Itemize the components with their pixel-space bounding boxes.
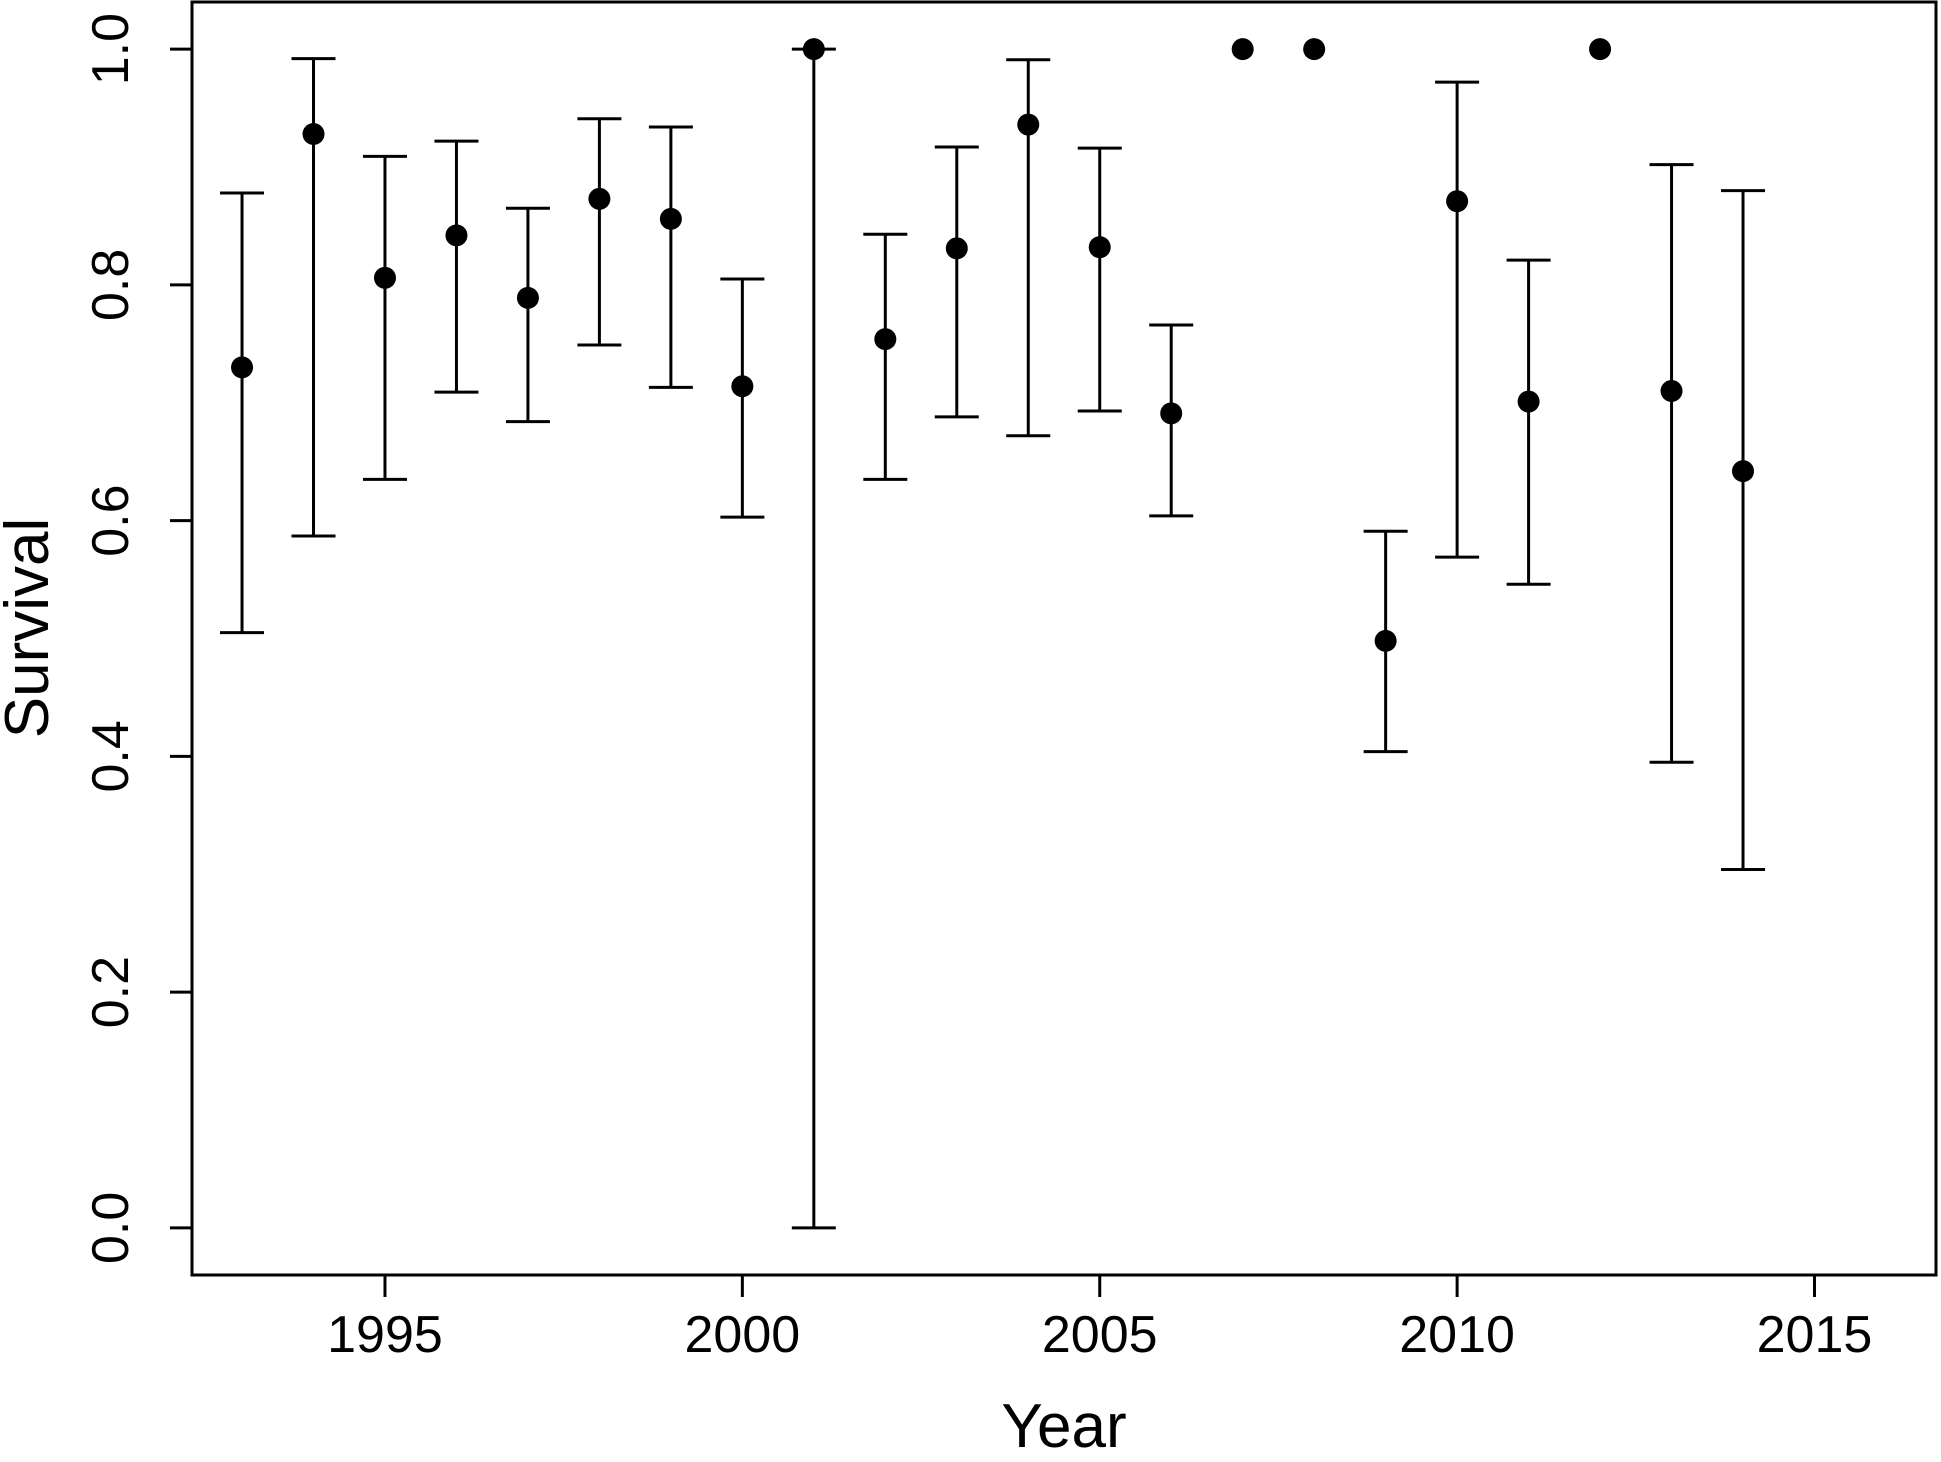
data-point — [1517, 390, 1540, 413]
x-axis-title: Year — [1001, 1392, 1126, 1461]
data-point — [731, 375, 754, 398]
data-point — [1732, 460, 1755, 483]
y-axis-title: Survival — [0, 518, 62, 739]
data-point — [1231, 38, 1254, 61]
data-point — [1160, 402, 1183, 425]
x-tick-label: 2000 — [685, 1306, 801, 1364]
data-point — [302, 123, 325, 146]
data-point — [373, 266, 396, 289]
plot-frame — [190, 0, 1938, 1277]
data-point — [1446, 190, 1469, 213]
y-tick-label: 1.0 — [82, 13, 140, 85]
y-tick-label: 0.8 — [82, 249, 140, 321]
data-point — [945, 237, 968, 260]
x-tick-label: 2010 — [1399, 1306, 1515, 1364]
data-point — [1088, 236, 1111, 259]
y-tick-label: 0.2 — [82, 956, 140, 1028]
data-point — [874, 328, 897, 351]
data-point — [1017, 113, 1040, 136]
data-point — [802, 38, 825, 61]
data-point — [1589, 38, 1612, 61]
y-tick-label: 0.4 — [82, 720, 140, 792]
data-point — [1660, 379, 1683, 402]
x-tick-label: 1995 — [327, 1306, 443, 1364]
data-points — [231, 38, 1755, 652]
data-point — [659, 207, 682, 230]
data-point — [588, 187, 611, 210]
data-point — [516, 286, 539, 309]
y-tick-label: 0.0 — [82, 1192, 140, 1264]
y-axis: 0.0 0.2 0.4 0.6 0.8 1.0 — [82, 13, 192, 1264]
x-tick-label: 2005 — [1042, 1306, 1158, 1364]
data-point — [1374, 629, 1397, 652]
x-axis: 1995 2000 2005 2010 2015 — [327, 1275, 1872, 1364]
data-point — [445, 224, 468, 247]
x-tick-label: 2015 — [1757, 1306, 1873, 1364]
y-tick-label: 0.6 — [82, 484, 140, 556]
data-point — [1303, 38, 1326, 61]
data-point — [231, 356, 254, 379]
